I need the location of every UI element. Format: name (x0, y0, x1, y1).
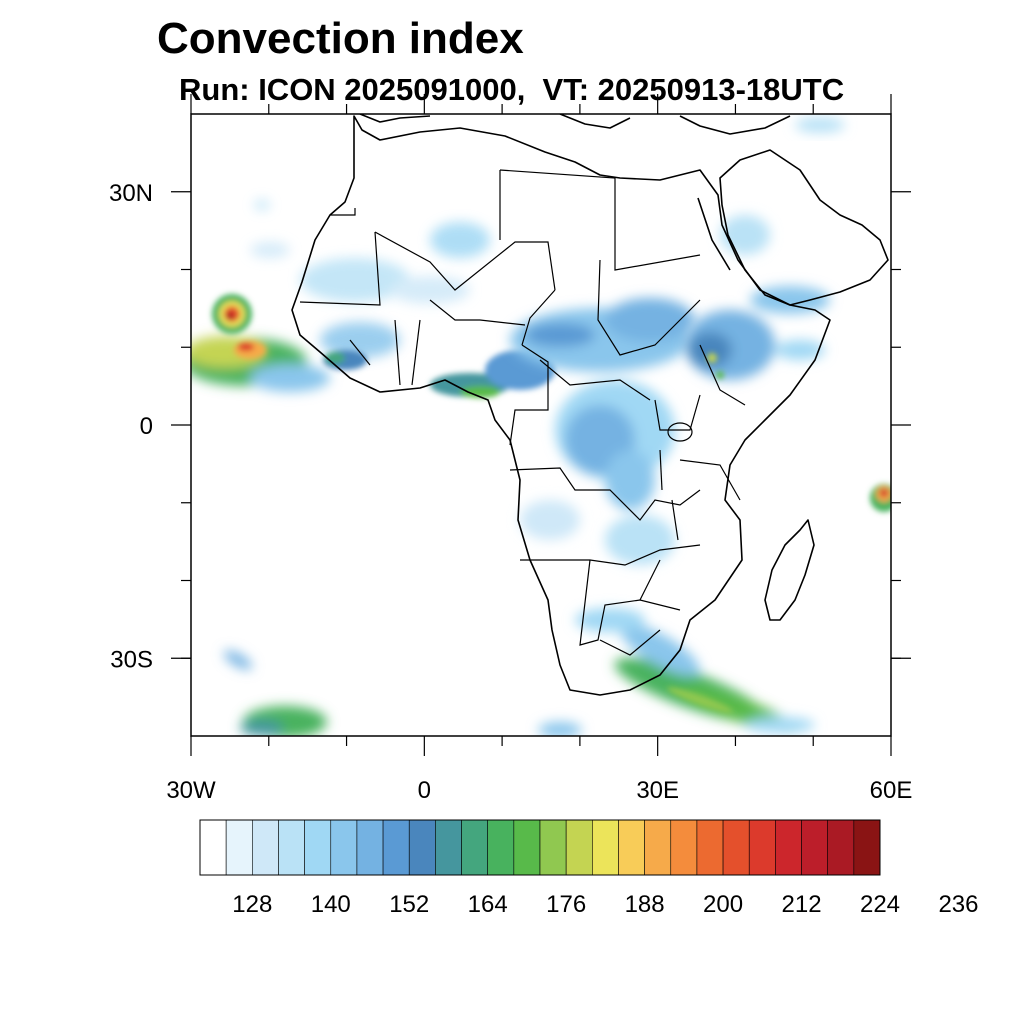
map-title: Convection index (157, 14, 524, 63)
madagascar (764, 519, 815, 621)
colorbar-tick-label: 188 (625, 891, 665, 918)
colorbar-tick-label: 236 (938, 891, 978, 918)
colorbar-swatch (618, 819, 645, 876)
lat-tick-label: 30S (110, 646, 153, 673)
africa-coastline (291, 115, 831, 696)
europe-coast (359, 114, 791, 135)
lon-tick-label: 60E (870, 777, 913, 804)
ethiopian-highlands-cells (707, 353, 724, 379)
colorbar-swatch (252, 819, 279, 876)
colorbar-swatch (853, 819, 881, 876)
colorbar-tick-label: 164 (468, 891, 508, 918)
lon-tick-label: 30E (636, 777, 679, 804)
lon-tick-label: 30W (166, 777, 216, 804)
indian-ocean-cyclone (870, 484, 891, 512)
axis-ticks (171, 94, 911, 756)
arabian-peninsula (719, 149, 889, 306)
colorbar-swatch (382, 819, 410, 876)
lon-tick-label: 0 (418, 777, 431, 804)
colorbar-swatch (356, 819, 384, 876)
colorbar-tick-label: 200 (703, 891, 743, 918)
nile-red-sea (697, 197, 731, 271)
colorbar-swatch (644, 819, 672, 876)
colorbar-swatch (408, 819, 436, 876)
colorbar-tick-label: 224 (860, 891, 900, 918)
colorbar-tick-label: 176 (546, 891, 586, 918)
colorbar-tick-label: 140 (311, 891, 351, 918)
colorbar-swatch (775, 819, 802, 876)
colorbar-tick-label: 212 (782, 891, 822, 918)
colorbar-swatch (748, 819, 776, 876)
colorbar-swatch (696, 819, 724, 876)
colorbar-swatch (461, 819, 488, 876)
convection-field (191, 117, 891, 736)
country-borders (299, 169, 746, 656)
colorbar-swatch (487, 819, 515, 876)
atlantic-itcz-band (234, 341, 266, 359)
colorbar-swatch (278, 819, 305, 876)
colorbar-swatch (722, 819, 750, 876)
lakes (659, 422, 693, 541)
coastlines (291, 114, 889, 696)
colorbar-swatch (592, 819, 619, 876)
colorbar-tick-label: 152 (389, 891, 429, 918)
colorbar-swatch (801, 819, 828, 876)
colorbar-frame (199, 819, 881, 876)
colorbar-swatch (225, 819, 253, 876)
colorbar-swatch (670, 819, 698, 876)
colorbar-swatch (565, 819, 593, 876)
colorbar-swatch (435, 819, 462, 876)
colorbar-swatch (199, 819, 227, 876)
colorbar-swatch (827, 819, 855, 876)
colorbar-swatch (330, 819, 358, 876)
lat-tick-label: 30N (109, 180, 153, 207)
colorbar: 128 140 152 164 176 188 200 212 224 236 (199, 819, 978, 918)
atlantic-cyclone (212, 294, 252, 334)
axis-labels: 30W 0 30E 60E 30N 0 30S (109, 180, 912, 804)
lat-tick-label: 0 (140, 413, 153, 440)
colorbar-swatch (513, 819, 541, 876)
map-plot-area (191, 114, 891, 736)
colorbar-tick-label: 128 (232, 891, 272, 918)
colorbar-swatch (304, 819, 332, 876)
map-subtitle: Run: ICON 2025091000, VT: 20250913-18UTC (179, 72, 845, 107)
colorbar-swatch (539, 819, 567, 876)
